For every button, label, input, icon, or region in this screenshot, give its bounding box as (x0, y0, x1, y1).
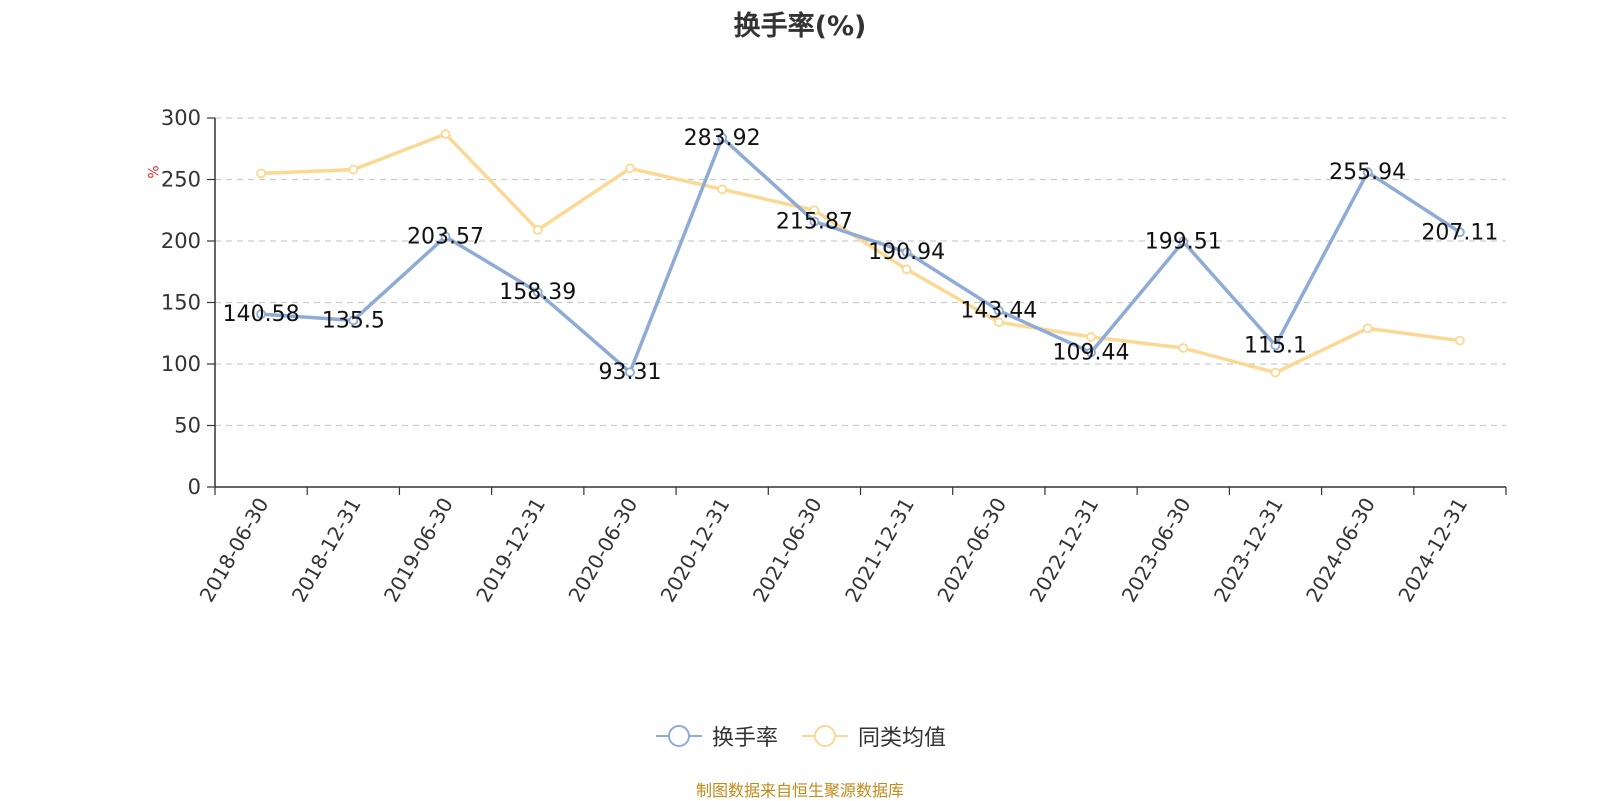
data-label: 190.94 (868, 240, 945, 265)
legend: 换手率 同类均值 (0, 720, 1600, 752)
data-point (1362, 167, 1373, 178)
data-label: 115.1 (1244, 333, 1307, 358)
x-tick-label: 2022-12-31 (1024, 494, 1103, 607)
data-point (1454, 227, 1465, 238)
x-tick-label: 2019-12-31 (471, 494, 550, 607)
x-tick-label: 2018-06-30 (195, 494, 274, 607)
data-point (256, 168, 267, 179)
circle-line-icon (655, 725, 702, 747)
x-tick-label: 2019-06-30 (379, 494, 458, 607)
data-point (1362, 323, 1373, 334)
series-lines (256, 129, 1465, 378)
y-tick-label: 300 (161, 106, 201, 130)
x-tick-label: 2020-06-30 (563, 494, 642, 607)
legend-item-peer-average[interactable]: 同类均值 (800, 720, 946, 752)
data-label: 140.58 (223, 302, 300, 327)
y-tick-label: 50 (174, 414, 201, 438)
y-axis-unit: % (146, 165, 163, 179)
data-point (993, 305, 1004, 316)
data-point (440, 231, 451, 242)
data-labels: 140.58 135.5 203.57 158.39 93.31 283.92 215.87… (223, 126, 1499, 385)
data-point (532, 287, 543, 298)
data-point (532, 225, 543, 235)
x-tick-label: 2023-06-30 (1117, 494, 1196, 607)
series-line (260, 136, 1461, 374)
x-tick-label: 2024-12-31 (1393, 494, 1472, 607)
data-point (1270, 367, 1281, 378)
circle-line-icon (802, 725, 848, 747)
data-point (1454, 335, 1465, 346)
y-tick-label: 150 (161, 291, 201, 315)
data-label: 199.51 (1145, 230, 1222, 255)
data-point (348, 315, 359, 326)
data-point (809, 216, 820, 227)
data-label: 207.11 (1421, 220, 1498, 245)
data-point (901, 264, 912, 275)
data-label: 215.87 (776, 209, 853, 234)
data-point (993, 317, 1004, 328)
y-tick-label: 100 (161, 352, 201, 376)
x-tick-label: 2018-12-31 (287, 494, 366, 607)
data-label: 158.39 (499, 280, 576, 305)
x-tick-label: 2021-12-31 (840, 494, 919, 607)
data-point (1178, 236, 1189, 247)
data-label: 283.92 (684, 126, 761, 151)
x-tick-label: 2021-06-30 (748, 494, 827, 607)
data-source-note: 制图数据来自恒生聚源数据库 (695, 781, 904, 800)
chart-title: 换手率(%) (733, 11, 867, 42)
x-tick-label: 2024-06-30 (1301, 494, 1380, 607)
data-point (1086, 347, 1096, 358)
series-line (261, 132, 1461, 375)
data-label: 135.5 (322, 308, 385, 333)
y-tick-label: 200 (161, 229, 201, 253)
legend-label: 换手率 (711, 726, 778, 751)
data-point (1178, 343, 1189, 353)
x-tick-label: 2020-12-31 (656, 494, 735, 607)
data-label: 109.44 (1053, 340, 1130, 365)
x-tick-label: 2023-12-31 (1209, 494, 1288, 607)
data-point (717, 184, 728, 195)
data-point (625, 367, 635, 378)
x-tick-label: 2022-06-30 (932, 494, 1011, 607)
data-label: 143.44 (960, 299, 1037, 324)
data-point (348, 164, 359, 175)
legend-label: 同类均值 (858, 726, 947, 751)
data-point (440, 129, 451, 139)
data-point (1270, 340, 1281, 351)
y-tick-label: 250 (161, 168, 201, 192)
data-point (1086, 332, 1096, 342)
legend-item-turnover[interactable]: 换手率 (654, 720, 778, 752)
data-label: 255.94 (1329, 160, 1406, 185)
data-point (901, 247, 912, 258)
data-point (717, 132, 728, 143)
y-tick-label: 0 (188, 475, 201, 499)
data-label: 93.31 (598, 360, 661, 385)
data-label: 203.57 (407, 225, 484, 250)
data-point (625, 163, 635, 174)
data-point (809, 205, 820, 216)
data-point (256, 309, 267, 319)
